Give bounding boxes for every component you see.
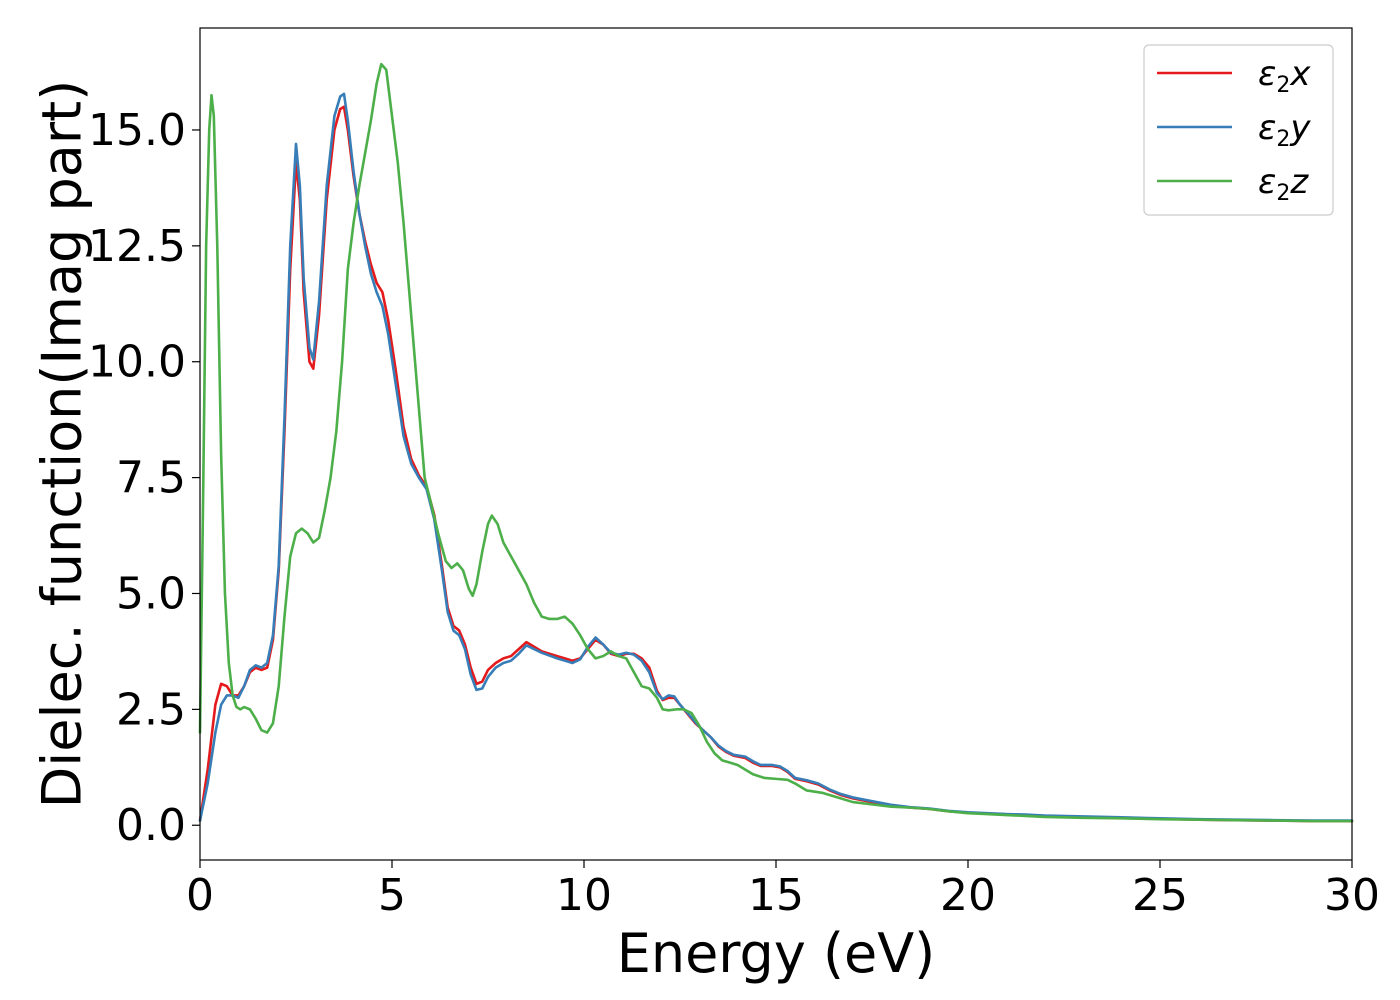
y-tick-label: 0.0 [116,800,186,851]
series-line-z [198,62,1354,823]
legend-label-z: ε2z [1258,162,1309,206]
legend-box [1143,44,1334,216]
y-ticks: 0.0 2.5 5.0 7.5 10.0 12.5 15.0 [88,105,200,851]
x-tick-label: 15 [748,870,804,921]
series-line-y [198,92,1354,822]
y-tick-label: 2.5 [116,684,186,735]
legend: ε2x ε2y ε2z [1143,44,1334,216]
x-tick-label: 30 [1324,870,1380,921]
y-tick-label: 5.0 [116,568,186,619]
x-tick-label: 20 [940,870,996,921]
x-tick-label: 10 [556,870,612,921]
y-axis-title: Dielec. function(Imag part) [31,80,94,809]
y-tick-label: 12.5 [88,221,186,272]
x-axis-title: Energy (eV) [617,922,936,985]
legend-label-x: ε2x [1258,54,1311,98]
y-tick-label: 7.5 [116,453,186,504]
x-tick-label: 25 [1132,870,1188,921]
y-tick-label: 15.0 [88,105,186,156]
x-tick-label: 5 [378,870,406,921]
y-tick-label: 10.0 [88,337,186,388]
x-ticks: 0 5 10 15 20 25 30 [186,860,1380,921]
series-group [198,62,1354,823]
x-tick-label: 0 [186,870,214,921]
legend-label-y: ε2y [1258,108,1311,152]
